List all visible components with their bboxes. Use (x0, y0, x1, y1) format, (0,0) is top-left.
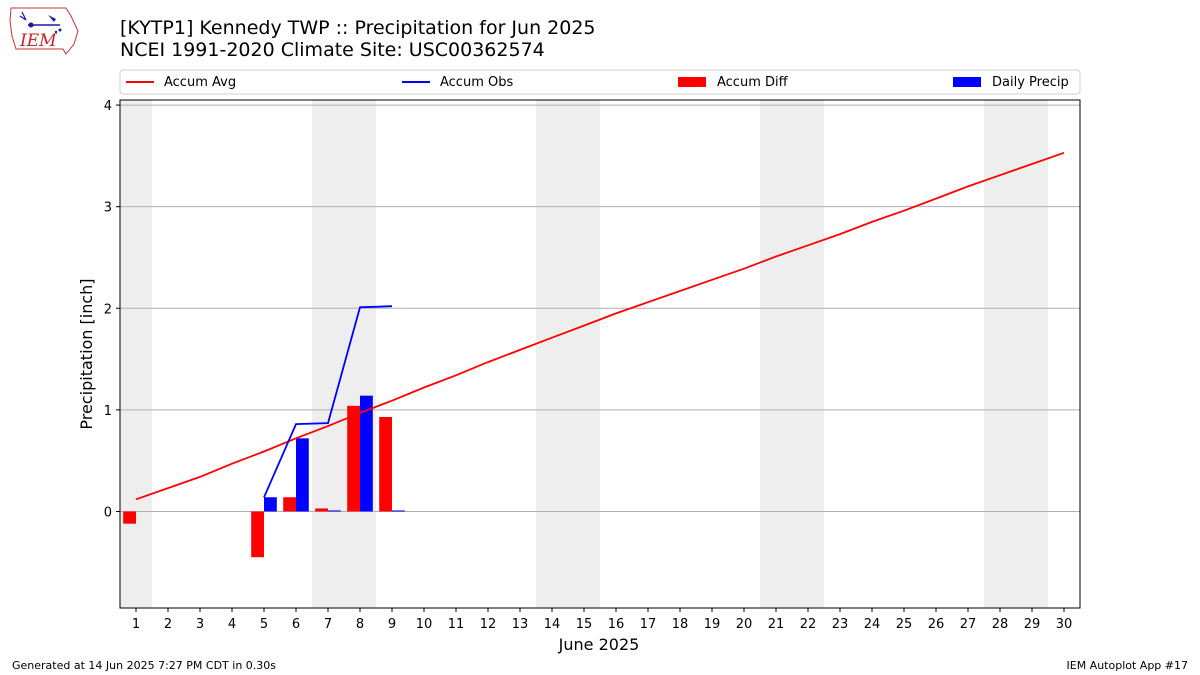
accum-diff-bar-day-5 (251, 511, 264, 558)
legend-box (119, 69, 1081, 95)
xtick-label-20: 20 (736, 617, 753, 632)
lines (135, 151, 1065, 501)
daily-precip-bar-day-7 (328, 510, 341, 512)
xtick-label-17: 17 (640, 617, 657, 632)
xtick-label-13: 13 (512, 617, 529, 632)
legend-label-3: Daily Precip (992, 75, 1069, 90)
weekend-band-7 (312, 100, 344, 608)
accum-obs-line (263, 305, 393, 498)
app-note: IEM Autoplot App #17 (1066, 659, 1189, 672)
xtick-label-16: 16 (608, 617, 625, 632)
chart-subtitle: NCEI 1991-2020 Climate Site: USC00362574 (120, 39, 545, 61)
y-axis-ticks: 0 1 2 3 4 (104, 99, 120, 520)
logo-text: IEM (19, 31, 57, 51)
accum-diff-bar-day-1 (123, 511, 136, 524)
xtick-label-2: 2 (164, 617, 172, 632)
xtick-label-8: 8 (356, 617, 364, 632)
xtick-label-4: 4 (228, 617, 236, 632)
xtick-label-7: 7 (324, 617, 332, 632)
xtick-label-5: 5 (260, 617, 268, 632)
x-axis-label: June 2025 (558, 635, 640, 654)
ytick-label-0: 0 (104, 505, 112, 520)
xtick-label-10: 10 (416, 617, 433, 632)
xtick-label-12: 12 (480, 617, 497, 632)
weekend-band-1 (120, 100, 152, 608)
xtick-label-30: 30 (1056, 617, 1073, 632)
legend-label-2: Accum Diff (717, 75, 789, 90)
accum-diff-bar-day-8 (347, 405, 360, 512)
gridlines (120, 104, 1080, 512)
legend-label-0: Accum Avg (164, 75, 236, 90)
weekend-band-8 (344, 100, 376, 608)
legend-label-1: Accum Obs (440, 75, 513, 90)
accum-avg-line (135, 151, 1065, 501)
xtick-label-28: 28 (992, 617, 1009, 632)
xtick-label-24: 24 (864, 617, 881, 632)
xtick-label-18: 18 (672, 617, 689, 632)
xtick-label-29: 29 (1024, 617, 1041, 632)
weekend-band-14 (536, 100, 568, 608)
xtick-label-3: 3 (196, 617, 204, 632)
xtick-label-23: 23 (832, 617, 849, 632)
weekend-band-15 (568, 100, 600, 608)
xtick-label-22: 22 (800, 617, 817, 632)
ytick-label-1: 1 (104, 404, 112, 419)
daily-precip-bar-day-6 (296, 438, 309, 512)
xtick-label-15: 15 (576, 617, 593, 632)
legend: Accum Avg Accum Obs Accum Diff Daily Precip (119, 69, 1081, 95)
legend-swatch-3 (953, 77, 981, 87)
xtick-label-26: 26 (928, 617, 945, 632)
xtick-label-27: 27 (960, 617, 977, 632)
xtick-label-19: 19 (704, 617, 721, 632)
y-axis-label: Precipitation [inch] (77, 278, 96, 429)
xtick-label-21: 21 (768, 617, 785, 632)
xtick-label-11: 11 (448, 617, 465, 632)
ytick-label-3: 3 (104, 201, 112, 216)
xtick-label-9: 9 (388, 617, 396, 632)
xtick-label-1: 1 (132, 617, 140, 632)
weekend-band-21 (760, 100, 792, 608)
bars (123, 395, 405, 558)
weekend-band-28 (984, 100, 1016, 608)
iem-logo: IEM (8, 6, 80, 58)
generated-note: Generated at 14 Jun 2025 7:27 PM CDT in … (12, 659, 277, 672)
chart-title: [KYTP1] Kennedy TWP :: Precipitation for… (120, 17, 596, 39)
x-axis-ticks: 1 2 3 4 5 6 7 8 9 10 11 12 13 14 15 16 17 18 19 20 21 22 23 24 2… (132, 608, 1072, 632)
xtick-label-14: 14 (544, 617, 561, 632)
plot-frame (119, 99, 1081, 609)
daily-precip-bar-day-8 (360, 395, 373, 512)
weekend-band-29 (1016, 100, 1048, 608)
accum-diff-bar-day-9 (379, 416, 392, 512)
daily-precip-bar-day-9 (392, 510, 405, 512)
xtick-label-25: 25 (896, 617, 913, 632)
xtick-label-6: 6 (292, 617, 300, 632)
ytick-label-2: 2 (104, 302, 112, 317)
accum-diff-bar-day-6 (283, 497, 296, 512)
daily-precip-bar-day-5 (264, 497, 277, 512)
legend-swatch-2 (678, 77, 706, 87)
accum-diff-bar-day-7 (315, 508, 328, 512)
weekend-band-22 (792, 100, 824, 608)
ytick-label-4: 4 (104, 99, 112, 114)
